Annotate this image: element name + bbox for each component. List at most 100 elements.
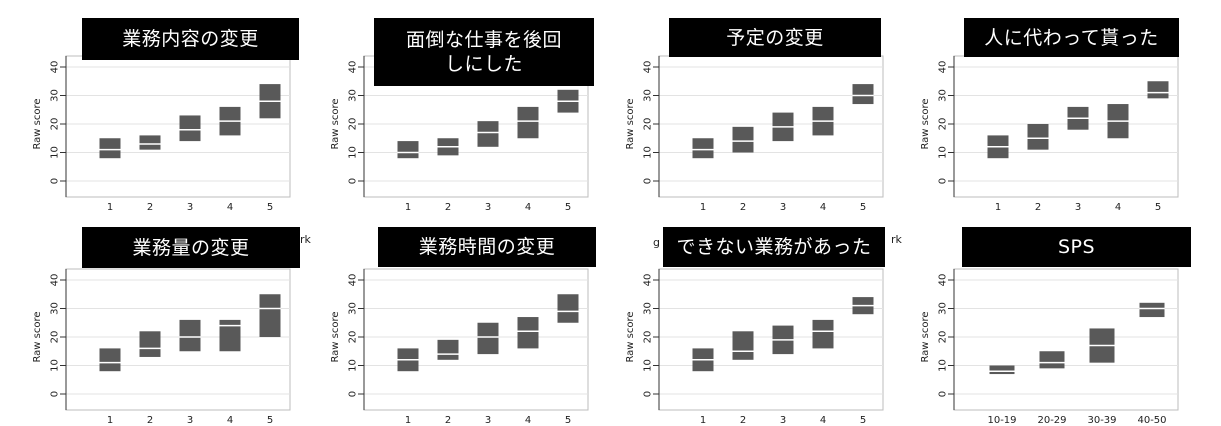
chart-title-8: SPS [962,227,1191,267]
y-tick-label: 30 [643,302,654,315]
box-4 [517,106,539,139]
box-2 [437,339,459,360]
chart-title-3: 予定の変更 [669,18,881,57]
y-tick-label: 10 [938,146,949,159]
box-5 [1147,81,1169,99]
y-tick-label: 0 [348,391,359,397]
box-2 [732,126,754,153]
box-5 [259,294,281,337]
y-axis-label: Raw score [32,98,43,149]
box-3 [477,322,499,355]
box-2 [1027,124,1049,150]
y-tick-label: 20 [50,118,61,131]
y-tick-label: 30 [643,89,654,102]
y-tick-label: 10 [348,359,359,372]
box-4 [219,319,241,352]
chart-svg-8: 0 10 20 30 40 Raw score 10-19 20-29 30-39 40-50 [920,268,1179,426]
x-tick-label: 4 [1115,202,1121,213]
chart-panel-4: 0 10 20 30 40 Raw score 1 2 3 4 5 人に代わって貰った [888,0,1193,213]
x-tick-label: 3 [780,202,786,213]
box-2 [139,135,161,150]
y-tick-label: 0 [643,391,654,397]
y-tick-label: 40 [643,274,654,287]
box-10-19 [989,365,1015,375]
y-tick-label: 20 [348,118,359,131]
box-1 [99,348,121,372]
y-tick-label: 10 [50,359,61,372]
chart-title-6: 業務時間の変更 [378,227,596,267]
x-tick-label: 2 [1035,202,1041,213]
y-tick-label: 30 [938,89,949,102]
x-tick-label: 3 [485,415,491,426]
y-tick-label: 20 [643,118,654,131]
stray-label-fragment: rk [891,233,902,246]
y-tick-label: 40 [938,61,949,74]
y-tick-label: 10 [643,146,654,159]
y-axis-label: Raw score [920,98,931,149]
x-tick-label: 2 [445,415,451,426]
x-tick-label: 10-19 [987,415,1016,426]
y-tick-label: 0 [643,178,654,184]
box-4 [812,319,834,349]
x-tick-label: 4 [525,415,531,426]
chart-svg-5: 0 10 20 30 40 Raw score 1 2 3 4 5 [32,268,291,426]
x-tick-label: 4 [820,202,826,213]
x-tick-label: 4 [820,415,826,426]
x-tick-label: 1 [405,202,411,213]
plot-frame [953,55,1179,198]
x-tick-label: 3 [780,415,786,426]
chart-svg-4: 0 10 20 30 40 Raw score 1 2 3 4 5 [920,55,1179,213]
y-tick-label: 20 [938,331,949,344]
chart-panel-3: 0 10 20 30 40 Raw score 1 2 3 4 5 予定の変更 [593,0,898,213]
y-axis-label: Raw score [330,98,341,149]
x-tick-label: 3 [485,202,491,213]
x-tick-label: 4 [227,415,233,426]
plot-frame [658,268,884,411]
x-tick-label: 3 [1075,202,1081,213]
y-tick-label: 10 [348,146,359,159]
plot-frame [65,268,291,411]
y-axis-label: Raw score [330,311,341,362]
chart-title-4: 人に代わって貰った [964,18,1179,57]
box-5 [557,294,579,323]
y-tick-label: 30 [348,89,359,102]
box-5 [852,84,874,105]
x-tick-label: 3 [187,202,193,213]
y-tick-label: 20 [348,331,359,344]
y-tick-label: 30 [938,302,949,315]
y-tick-label: 20 [50,331,61,344]
chart-panel-6: 0 10 20 30 40 Raw score 1 2 3 4 5 業務時間の変更 [298,213,603,426]
y-tick-label: 0 [50,391,61,397]
box-1 [692,138,714,159]
y-tick-label: 40 [643,61,654,74]
chart-panel-1: 0 10 20 30 40 Raw score 1 2 3 4 5 業務内容の変更 [0,0,305,213]
y-tick-label: 20 [643,331,654,344]
box-3 [477,121,499,147]
y-tick-label: 20 [938,118,949,131]
x-tick-label: 1 [107,202,113,213]
plot-frame [363,268,589,411]
x-tick-label: 2 [147,415,153,426]
y-tick-label: 10 [938,359,949,372]
x-tick-label: 4 [525,202,531,213]
x-tick-label: 2 [740,415,746,426]
y-tick-label: 0 [348,178,359,184]
chart-title-5: 業務量の変更 [82,227,300,268]
x-tick-label: 20-29 [1037,415,1066,426]
plot-frame [658,55,884,198]
chart-title-1: 業務内容の変更 [82,18,299,60]
y-tick-label: 30 [50,302,61,315]
y-tick-label: 0 [50,178,61,184]
x-tick-label: 5 [860,202,866,213]
box-40-50 [1139,302,1165,318]
y-tick-label: 10 [643,359,654,372]
chart-title-2: 面倒な仕事を後回 しにした [374,18,594,86]
x-tick-label: 1 [700,202,706,213]
box-20-29 [1039,351,1065,369]
y-tick-label: 0 [938,391,949,397]
chart-title-7: できない業務があった [663,227,885,267]
chart-panel-7: 0 10 20 30 40 Raw score 1 2 3 4 5 できない業務があった [593,213,898,426]
box-1 [99,138,121,159]
x-tick-label: 1 [700,415,706,426]
